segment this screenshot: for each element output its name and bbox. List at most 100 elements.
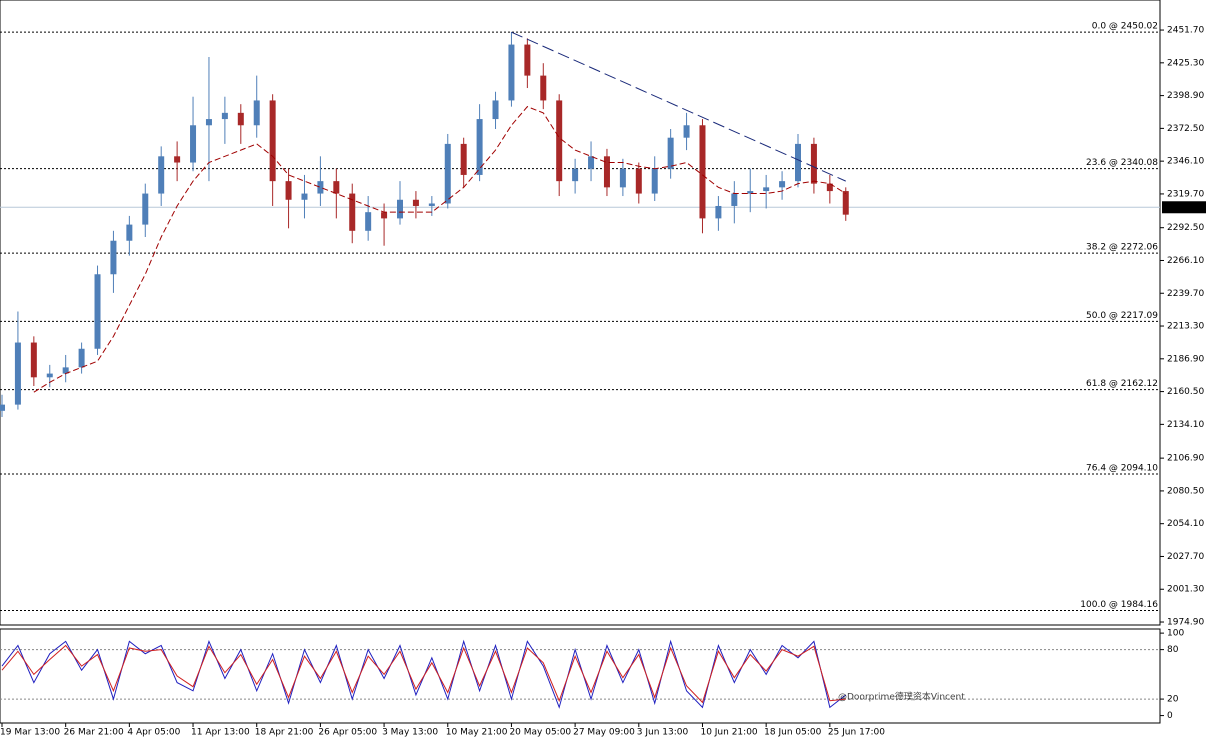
x-tick-label: 10 May 21:00 — [446, 728, 508, 738]
fib-label: 100.0 @ 1984.16 — [1080, 600, 1158, 610]
y-tick-label: 2054.10 — [1167, 519, 1204, 529]
fib-label: 0.0 @ 2450.02 — [1092, 22, 1158, 32]
x-tick-label: 27 May 09:00 — [573, 728, 635, 738]
stochastic-line — [1, 644, 846, 704]
candle-body — [190, 125, 197, 163]
y-tick-label: 2425.30 — [1167, 58, 1204, 68]
y-tick-label: 2080.50 — [1167, 486, 1204, 496]
candle-body — [94, 274, 101, 349]
x-tick-label: 3 Jun 13:00 — [637, 728, 689, 738]
fib-label: 50.0 @ 2217.09 — [1086, 311, 1158, 321]
candle-body — [524, 44, 531, 76]
candle-body — [78, 348, 85, 368]
candle-body — [795, 143, 801, 182]
x-tick-label: 25 Jun 17:00 — [828, 728, 885, 738]
candle-body — [62, 367, 69, 374]
candle-body — [30, 342, 37, 378]
y-tick-label: 2292.50 — [1167, 223, 1204, 233]
y-tick-label: 2239.70 — [1167, 289, 1204, 299]
candle-body — [651, 168, 658, 194]
y-tick-label: 2186.90 — [1167, 354, 1204, 364]
candle-body — [285, 181, 292, 200]
candle-body — [269, 100, 276, 182]
candle-body — [365, 212, 372, 231]
y-tick-label: 2106.90 — [1167, 454, 1204, 464]
candle-body — [492, 100, 499, 120]
candle-body — [508, 44, 515, 101]
candle-body — [683, 125, 690, 138]
candle-body — [699, 125, 706, 219]
main-panel — [0, 0, 1161, 626]
last-price-label: 2308.96 — [1165, 203, 1202, 213]
x-tick-label: 3 May 13:00 — [382, 728, 438, 738]
x-tick-label: 20 May 05:00 — [509, 728, 571, 738]
y-tick-label: 2027.70 — [1167, 552, 1204, 562]
fib-label: 23.6 @ 2340.08 — [1086, 158, 1158, 168]
fib-label: 76.4 @ 2094.10 — [1086, 464, 1158, 474]
candle-body — [715, 205, 722, 219]
oscillator-tick-label: 100 — [1167, 629, 1184, 639]
x-tick-label: 26 Mar 21:00 — [64, 728, 124, 738]
x-tick-label: 19 Mar 13:00 — [0, 728, 60, 738]
candle-body — [14, 342, 21, 405]
watermark: @Doorprime德璞资本Vincent — [838, 691, 965, 703]
candle-body — [158, 156, 165, 194]
candle-body — [317, 181, 324, 194]
moving-average — [33, 106, 847, 393]
candle-body — [588, 156, 595, 169]
candle-body — [301, 193, 308, 200]
candle-body — [747, 191, 754, 194]
y-tick-label: 2134.10 — [1167, 420, 1204, 430]
candle-body — [540, 75, 547, 101]
candle-body — [779, 181, 786, 188]
candle-body — [381, 212, 388, 219]
oscillator-tick-label: 0 — [1167, 711, 1173, 721]
y-tick-label: 2319.70 — [1167, 189, 1204, 199]
candle-body — [237, 112, 244, 126]
fib-label: 38.2 @ 2272.06 — [1086, 243, 1158, 253]
candle-body — [428, 203, 435, 206]
y-tick-label: 2213.30 — [1167, 322, 1204, 332]
candle-body — [205, 119, 212, 126]
y-tick-label: 2266.10 — [1167, 256, 1204, 266]
x-tick-label: 11 Apr 13:00 — [191, 728, 250, 738]
y-tick-label: 2398.90 — [1167, 91, 1204, 101]
oscillator-tick-label: 80 — [1167, 645, 1179, 655]
candle-body — [0, 404, 5, 411]
last-price-box — [1162, 201, 1206, 214]
y-tick-label: 2001.30 — [1167, 585, 1204, 595]
y-tick-label: 2346.10 — [1167, 157, 1204, 167]
y-tick-label: 2160.50 — [1167, 387, 1204, 397]
candle-body — [842, 191, 849, 215]
y-tick-label: 2372.50 — [1167, 124, 1204, 134]
candle-body — [444, 143, 451, 204]
candle-body — [221, 112, 228, 120]
candle-body — [572, 168, 579, 182]
candle-body — [476, 119, 483, 175]
x-tick-label: 18 Apr 21:00 — [255, 728, 314, 738]
candle-body — [126, 224, 133, 241]
fib-label: 61.8 @ 2162.12 — [1086, 379, 1158, 389]
candle-body — [174, 156, 181, 163]
candle-body — [556, 100, 563, 182]
candle-body — [397, 199, 403, 219]
candle-body — [412, 199, 419, 206]
candle-body — [667, 137, 674, 169]
candle-body — [603, 156, 610, 188]
candle-body — [810, 143, 817, 184]
candle-body — [253, 100, 260, 126]
x-tick-label: 4 Apr 05:00 — [127, 728, 180, 738]
trendline — [511, 31, 846, 182]
candle-body — [349, 193, 356, 231]
candle-body — [333, 181, 340, 194]
candle-body — [826, 183, 833, 192]
y-tick-label: 2451.70 — [1167, 26, 1204, 36]
candle-body — [142, 193, 149, 225]
oscillator-tick-label: 20 — [1167, 695, 1179, 705]
x-tick-label: 18 Jun 05:00 — [764, 728, 821, 738]
candle-body — [763, 187, 770, 192]
candle-body — [110, 240, 117, 275]
oscillator-panel — [0, 628, 1161, 724]
candle-body — [731, 193, 738, 206]
